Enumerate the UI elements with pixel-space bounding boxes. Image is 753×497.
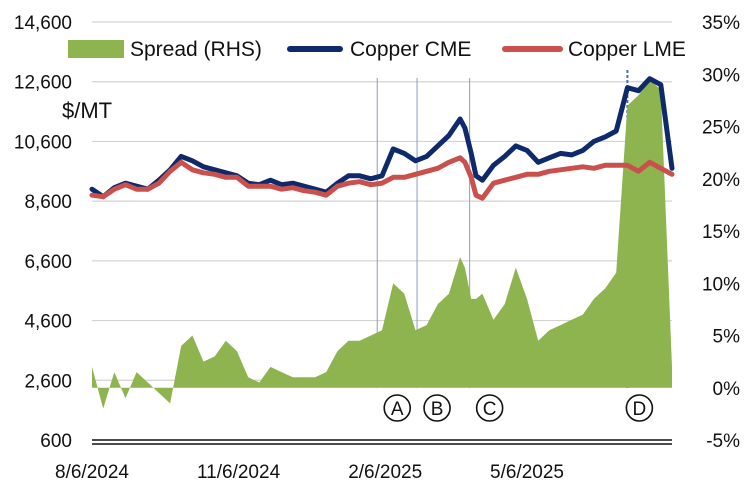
price-lines: [89, 76, 675, 201]
left-tick-label: 6,600: [24, 252, 72, 273]
right-tick-label: 25%: [702, 118, 740, 139]
right-tick-label: 30%: [702, 65, 740, 86]
right-tick-label: 5%: [713, 327, 741, 348]
copper-lme-line: [89, 155, 675, 201]
left-tick-label: 600: [40, 431, 72, 452]
x-axis-ticks: 8/6/2024 11/6/2024 2/6/2025 5/6/2025: [55, 462, 564, 483]
event-marker-circle: [625, 394, 654, 422]
event-marker-label: D: [633, 399, 647, 420]
gridlines: [92, 21, 672, 381]
event-marker-circle: [423, 394, 451, 422]
event-marker-label: A: [391, 399, 404, 420]
event-marker-label: B: [431, 399, 444, 420]
event-marker-circle: [383, 394, 412, 422]
legend-label: Spread (RHS): [130, 38, 262, 61]
left-tick-label: 14,600: [14, 13, 72, 34]
left-axis-ticks: 600 2,600 4,600 6,600 8,600 10,600 12,600 14,60…: [14, 13, 72, 452]
right-tick-label: 15%: [702, 222, 740, 243]
left-tick-label: 2,600: [24, 371, 72, 392]
right-axis-ticks: -5% 0% 5% 10% 15% 20% 25% 30% 35%: [702, 13, 740, 452]
legend: Spread (RHS) Copper CME Copper LME: [62, 32, 686, 64]
right-tick-label: 0%: [713, 379, 741, 400]
axes: [92, 439, 672, 445]
x-tick-label: 11/6/2024: [197, 462, 281, 483]
right-tick-label: 35%: [702, 13, 740, 34]
legend-background: [62, 32, 682, 64]
legend-label: Copper LME: [568, 38, 686, 61]
event-markers: A B C D: [383, 394, 654, 422]
left-tick-label: 10,600: [14, 132, 72, 153]
left-tick-label: 8,600: [24, 192, 72, 213]
y-axis-label: $/MT: [62, 98, 112, 123]
right-tick-label: -5%: [706, 431, 740, 452]
spread-area: [92, 79, 672, 409]
event-marker-label: C: [483, 399, 497, 420]
x-tick-label: 8/6/2024: [55, 462, 129, 483]
right-tick-label: 10%: [702, 274, 740, 295]
x-tick-label: 5/6/2025: [490, 462, 564, 483]
left-tick-label: 4,600: [24, 312, 72, 333]
left-tick-label: 12,600: [14, 73, 72, 94]
x-tick-label: 2/6/2025: [348, 462, 422, 483]
event-marker-circle: [475, 394, 504, 422]
legend-label: Copper CME: [350, 38, 471, 61]
legend-swatch: [68, 40, 124, 58]
spread-area-fill: [92, 79, 672, 409]
copper-cme-line: [89, 76, 675, 200]
right-tick-label: 20%: [702, 170, 740, 191]
